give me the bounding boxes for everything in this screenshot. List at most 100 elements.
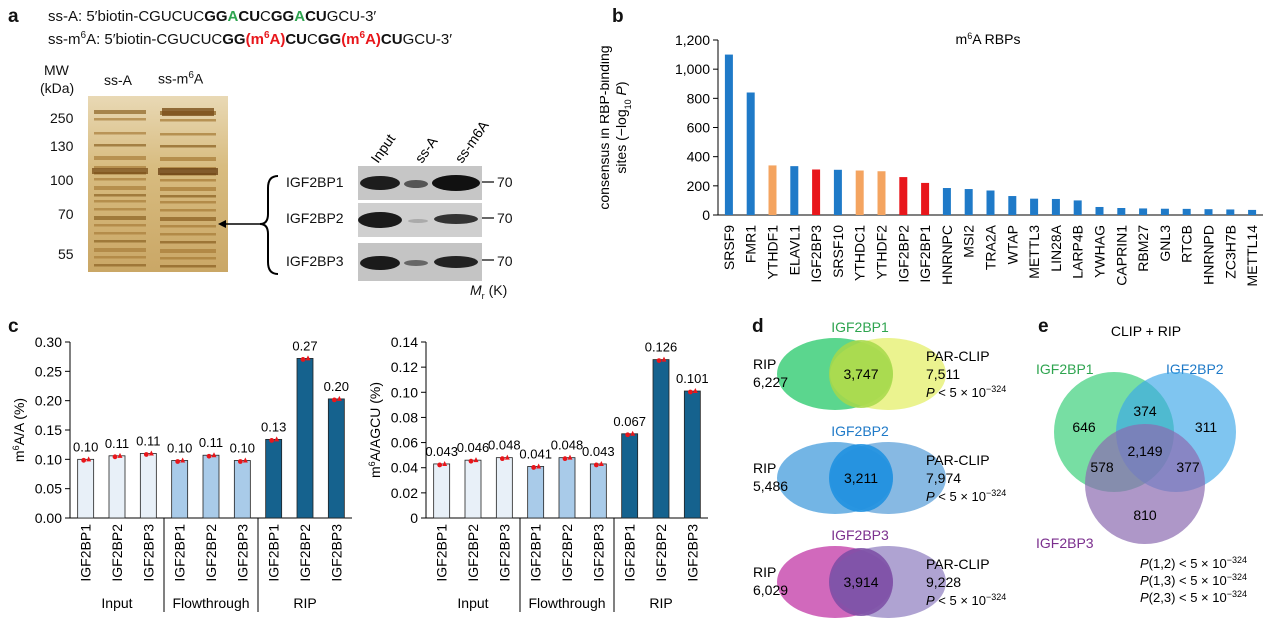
- venn-d-rip-label: RIP: [753, 564, 776, 580]
- western-blot-igf2bp2: [358, 203, 482, 237]
- x-tick-label: RTCB: [1179, 225, 1195, 263]
- x-tick-label: SRSF10: [830, 225, 846, 278]
- venn-d-clip-count: 7,974: [926, 470, 961, 486]
- venn-d-overlap-count: 3,211: [844, 470, 878, 486]
- x-tick-label: RBM27: [1135, 225, 1151, 272]
- x-tick-label: IGF2BP1: [528, 524, 544, 582]
- venn-d-rip-label: RIP: [753, 356, 776, 372]
- venn-d-overlap-count: 3,747: [843, 366, 878, 382]
- data-label: 0.11: [136, 433, 160, 448]
- x-tick-label: ELAVL1: [786, 225, 802, 276]
- data-label: 0.11: [199, 435, 223, 450]
- x-tick-label: IGF2BP2: [653, 524, 669, 582]
- y-tick-label: 0.10: [391, 384, 418, 400]
- y-tick-label: 0.04: [391, 460, 418, 476]
- data-label: 0.10: [167, 441, 192, 456]
- y-tick-label: 0.10: [35, 451, 62, 467]
- y-tick-label: 0.06: [391, 435, 418, 451]
- venn-e-pvalue: P(1,3) < 5 × 10−324: [1140, 572, 1247, 588]
- replicate-point: [112, 454, 118, 460]
- gel-band: [94, 132, 146, 135]
- x-tick-label: IGF2BP3: [140, 524, 156, 582]
- replicate-point: [692, 388, 698, 394]
- panel-c-letter: c: [8, 316, 19, 337]
- blot-row-label: IGF2BP3: [286, 253, 344, 269]
- y-tick-label: 0.00: [35, 510, 62, 526]
- bar: [652, 359, 670, 519]
- bar: [108, 455, 126, 519]
- gel-band: [158, 168, 218, 175]
- panel-d-letter: d: [752, 316, 764, 337]
- mw-marker: 100: [50, 172, 74, 188]
- bracket-arrow: [218, 175, 279, 275]
- bar: [1139, 208, 1148, 215]
- gel-band: [92, 168, 148, 174]
- venn-d-clip-count: 7,511: [926, 366, 960, 382]
- blot-lane-headers: Input ss-A ss-m6A: [367, 117, 492, 166]
- y-tick-label: 0.05: [35, 481, 62, 497]
- bar: [327, 398, 345, 519]
- y-tick-label: 0.02: [391, 485, 418, 501]
- gel-band: [160, 209, 216, 212]
- venn-d-overlap: [829, 340, 893, 408]
- x-tick-label: IGF2BP1: [622, 524, 638, 582]
- gel-band: [160, 249, 216, 253]
- x-tick-label: IGF2BP3: [590, 524, 606, 582]
- gel-band: [94, 194, 146, 197]
- x-tick-label: GNL3: [1157, 225, 1173, 262]
- venn-d-rip-label: RIP: [753, 460, 776, 476]
- venn-d-clip-label: PAR-CLIP: [926, 452, 990, 468]
- gel-band: [160, 225, 216, 228]
- replicate-point: [656, 358, 662, 363]
- bar: [1182, 208, 1191, 215]
- venn-e-set3-label: IGF2BP3: [1036, 535, 1094, 551]
- seq-ss-a: ss-A: 5′biotin-CGUCUCGGACUCGGACUGCU-3′: [48, 8, 377, 25]
- x-tick-label: IGF2BP2: [465, 524, 481, 582]
- x-tick-label: METTL3: [1026, 225, 1042, 279]
- blot-lane-input: Input: [367, 131, 398, 166]
- venn-d-clip-count: 9,228: [926, 574, 961, 590]
- replicate-point: [305, 355, 311, 361]
- y-tick-label: 0.15: [35, 422, 62, 438]
- data-label: 0.27: [292, 338, 317, 353]
- bar: [855, 170, 864, 215]
- replicate-point: [117, 452, 123, 458]
- venn-d-pvalue: P < 5 × 10−324: [926, 488, 1006, 504]
- western-blot-igf2bp1: [358, 166, 482, 200]
- bar: [877, 171, 886, 215]
- gel-band: [94, 224, 146, 227]
- y-tick-label: 600: [687, 120, 711, 136]
- bar: [1030, 198, 1039, 215]
- venn-e-only1: 646: [1072, 419, 1096, 435]
- panel-a-letter: a: [8, 6, 19, 27]
- venn-rip-parclip: IGF2BP1 3,747 RIP 6,227 PAR-CLIP 7,511 P < 5 ×…: [753, 319, 1006, 618]
- bar: [899, 177, 908, 215]
- x-tick-label: IGF2BP1: [434, 524, 450, 582]
- data-label: 0.11: [105, 436, 129, 451]
- x-tick-label: HNRNPC: [939, 225, 955, 285]
- x-tick-label: IGF2BP1: [917, 225, 933, 283]
- x-tick-label: LARP4B: [1070, 225, 1086, 279]
- y-axis-label: m6A/AGCU (%): [367, 382, 383, 478]
- bar: [296, 358, 314, 519]
- x-tick-label: METTL14: [1244, 225, 1260, 287]
- bar: [527, 466, 545, 519]
- bar: [683, 390, 701, 519]
- replicate-point: [269, 437, 275, 443]
- replicate-point: [536, 463, 542, 469]
- y-tick-label: 0.08: [391, 409, 418, 425]
- bar: [433, 463, 451, 519]
- replicate-point: [211, 452, 217, 458]
- bar: [1051, 198, 1060, 215]
- bar: [265, 438, 283, 519]
- blot-size-label: 70: [497, 253, 513, 269]
- bar: [202, 454, 220, 519]
- venn-d-pvalue: P < 5 × 10−324: [926, 592, 1006, 608]
- x-tick-label: IGF2BP2: [895, 225, 911, 283]
- replicate-point: [442, 460, 448, 466]
- x-tick-label: LIN28A: [1048, 224, 1064, 271]
- data-label: 0.20: [324, 379, 349, 394]
- replicate-point: [499, 456, 505, 462]
- venn-e-pvalue: P(2,3) < 5 × 10−324: [1140, 589, 1247, 605]
- mw-label: MW: [44, 62, 69, 78]
